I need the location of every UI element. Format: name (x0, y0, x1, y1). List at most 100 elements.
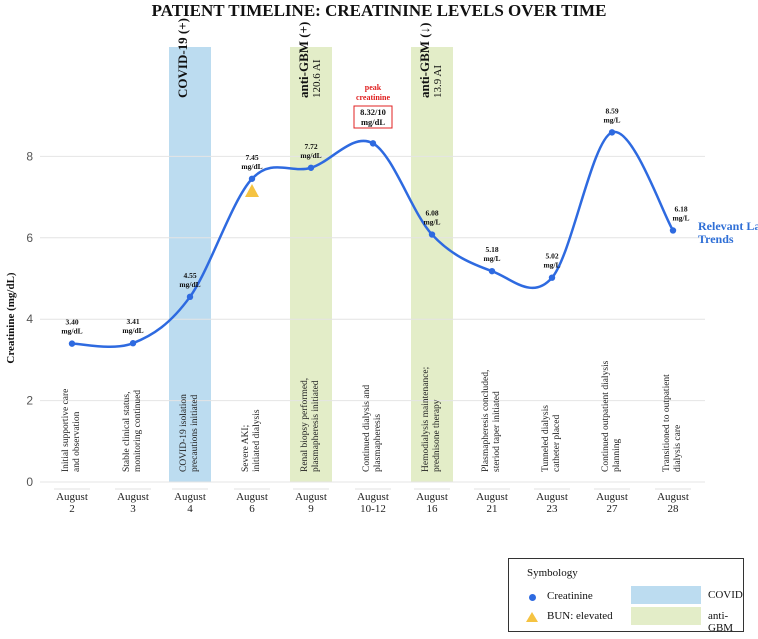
highlight-bands (169, 47, 453, 482)
x-tick-sublabel-10: 27 (607, 503, 619, 515)
creatinine-point-9 (548, 274, 556, 281)
data-label-8: 5.18 (485, 245, 498, 254)
data-label-5: 7.72 (304, 142, 317, 151)
creatinine-point-8 (488, 267, 496, 275)
creatinine-point-6 (369, 140, 377, 147)
data-label-9: 5.02 (545, 252, 558, 261)
event-annotation-3: COVID-19 isolationprecautions initiated (179, 394, 200, 472)
trend-annotation-line2: Trends (698, 232, 734, 246)
x-tick-label-5: August (295, 491, 327, 503)
legend-creatinine-marker (529, 594, 536, 601)
x-tick-label-8: August (476, 491, 508, 503)
creatinine-point-3 (186, 293, 194, 301)
data-label-unit-8: mg/L (483, 254, 500, 263)
y-tick-0: 0 (26, 475, 33, 489)
x-tick-label-10: August (596, 491, 628, 503)
peak-value: 8.32/10 (360, 107, 386, 117)
creatinine-point-2 (129, 340, 137, 347)
event-annotation-11: Transitioned to outpatientdialysis care (662, 374, 683, 472)
event-annotation-4: Severe AKI;initiated dialysis (241, 409, 262, 472)
x-tick-sublabel-11: 28 (668, 503, 680, 515)
legend-title: Symbology (527, 567, 578, 579)
creatinine-point-4 (248, 175, 256, 182)
y-tick-8: 8 (26, 149, 33, 163)
x-tick-label-1: August (56, 491, 88, 503)
legend-covid-label: COVID (708, 589, 743, 601)
y-axis-label: Creatinine (mg/dL) (5, 272, 17, 363)
bun-elevated-marker (245, 183, 259, 197)
x-tick-sublabel-9: 23 (547, 503, 559, 515)
data-label-11: 6.18 (674, 204, 687, 213)
band-label-3: anti-GBM (↓)13.9 AI (417, 23, 444, 98)
anti-gbm-band (411, 47, 453, 482)
x-tick-sublabel-5: 9 (308, 503, 314, 515)
data-label-unit-7: mg/L (423, 218, 440, 227)
x-tick-sublabel-4: 6 (249, 503, 255, 515)
peak-label-line1: peak (365, 83, 382, 92)
covid-band (169, 47, 211, 482)
event-annotation-10: Continued outpatient dialysisplanning (601, 360, 622, 472)
legend-bun-label: BUN: elevated (547, 610, 613, 622)
legend-gbm-swatch (631, 607, 701, 625)
data-label-unit-11: mg/L (672, 213, 689, 222)
data-label-3: 4.55 (183, 271, 196, 280)
event-annotation-8: Plasmapheresis concluded,steriod taper i… (481, 370, 502, 472)
creatinine-point-11 (669, 227, 677, 234)
peak-value-box (353, 105, 393, 129)
x-tick-label-6: August (357, 491, 389, 503)
data-label-unit-4: mg/dL (241, 162, 262, 171)
event-annotation-5: Renal biopsy performed,plasmapheresis in… (299, 378, 321, 472)
data-label-unit-3: mg/dL (179, 280, 200, 289)
y-tick-4: 4 (26, 312, 33, 326)
legend-gbm-label: anti-GBM (708, 610, 734, 634)
creatinine-series (68, 129, 677, 349)
x-tick-sublabel-3: 4 (187, 503, 193, 515)
data-label-unit-2: mg/dL (122, 326, 143, 335)
creatinine-point-1 (68, 340, 76, 347)
band-label-2: anti-GBM (+)120.6 AI (296, 22, 323, 98)
data-label-1: 3.40 (65, 318, 78, 327)
anti-gbm-band (290, 47, 332, 482)
creatinine-point-5 (307, 164, 315, 171)
event-annotation-7: Hemodialysis maintenance;prednisone ther… (421, 367, 442, 472)
x-tick-sublabel-2: 3 (130, 503, 136, 515)
data-label-unit-9: mg/L (543, 261, 560, 270)
legend-creatinine-label: Creatinine (547, 590, 593, 602)
data-label-unit-10: mg/L (603, 115, 620, 124)
event-annotation-9: Tunneled dialysiscatheter placed (541, 405, 562, 472)
peak-label-line2: creatinine (356, 93, 391, 102)
x-tick-sublabel-7: 16 (427, 503, 439, 515)
legend: Symbology Creatinine BUN: elevated COVID… (508, 558, 744, 634)
data-label-unit-5: mg/dL (300, 151, 321, 160)
y-tick-2: 2 (26, 394, 33, 408)
x-tick-label-2: August (117, 491, 149, 503)
x-tick-label-4: August (236, 491, 268, 503)
event-annotations: Initial supportive careand observation St… (61, 360, 683, 472)
x-tick-sublabel-1: 2 (69, 503, 75, 515)
data-label-7: 6.08 (425, 209, 438, 218)
peak-value-unit: mg/dL (361, 117, 385, 127)
x-tick-label-9: August (536, 491, 568, 503)
event-annotation-1: Initial supportive careand observation (61, 389, 82, 472)
x-tick-label-7: August (416, 491, 448, 503)
x-tick-sublabel-6: 10-12 (360, 503, 386, 515)
trend-annotation-line1: Relevant Lab (698, 219, 758, 233)
data-label-4: 7.45 (245, 153, 258, 162)
x-tick-label-11: August (657, 491, 689, 503)
grid-lines (40, 155, 705, 490)
creatinine-point-7 (428, 231, 436, 238)
data-label-unit-1: mg/dL (61, 327, 82, 336)
legend-covid-swatch (631, 586, 701, 604)
creatinine-line (71, 131, 675, 349)
chart-text: PATIENT TIMELINE: CREATININE LEVELS OVER… (5, 1, 758, 515)
y-tick-6: 6 (26, 231, 33, 245)
x-tick-label-3: August (174, 491, 206, 503)
chart-title: PATIENT TIMELINE: CREATININE LEVELS OVER… (152, 1, 607, 20)
creatinine-point-10 (608, 129, 616, 136)
legend-bun-marker (526, 612, 538, 622)
data-label-2: 3.41 (126, 317, 139, 326)
event-annotation-2: Stable clinical status,monitoring contin… (122, 390, 143, 472)
band-label-1: COVID-19 (+) (175, 18, 190, 98)
event-annotation-6: Continued dialysis andplasmapheresis (362, 385, 383, 472)
